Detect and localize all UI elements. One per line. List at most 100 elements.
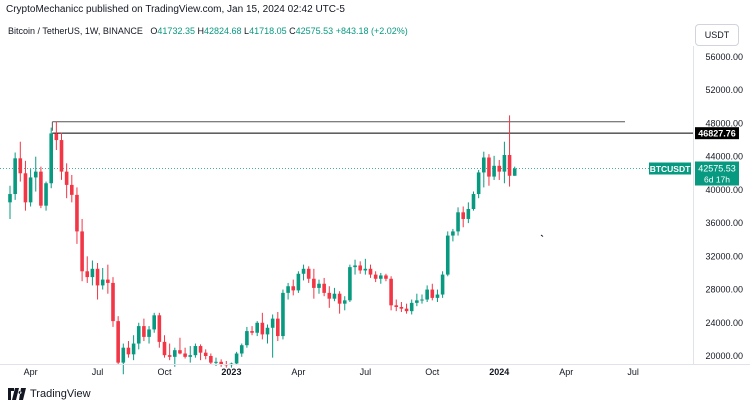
footer-brand[interactable]: TradingView xyxy=(8,388,91,400)
candle-body xyxy=(245,331,249,346)
x-tick-label: 2024 xyxy=(489,367,509,377)
candle-body xyxy=(409,302,414,312)
candle-body xyxy=(173,350,177,357)
x-tick-label: Jul xyxy=(627,367,639,377)
candle-body xyxy=(121,347,126,363)
candle-body xyxy=(64,171,69,185)
candle-body xyxy=(255,322,259,333)
candle-body xyxy=(188,355,193,357)
currency-button[interactable]: USDT xyxy=(695,24,739,46)
candle-body xyxy=(126,347,131,355)
candle-body xyxy=(286,286,290,293)
y-tick-label: 28000.00 xyxy=(705,285,743,295)
candle-body xyxy=(296,273,301,291)
chart-marker xyxy=(540,234,544,237)
candle-body xyxy=(322,283,326,293)
candle-body xyxy=(260,322,265,335)
candle-body xyxy=(250,331,254,333)
tradingview-logo-icon xyxy=(8,388,26,400)
x-tick-label: Apr xyxy=(291,367,305,377)
high-label: H xyxy=(197,26,204,36)
candle-body xyxy=(425,289,429,300)
y-tick-label: 36000.00 xyxy=(705,218,743,228)
candle-body xyxy=(497,165,502,172)
open-value: 41732.35 xyxy=(157,26,195,36)
x-tick-label: Jul xyxy=(92,367,104,377)
candle-body xyxy=(353,265,357,268)
candle-body xyxy=(466,208,471,219)
candle-body xyxy=(75,194,79,232)
y-tick-label: 32000.00 xyxy=(705,251,743,261)
y-tick-label: 24000.00 xyxy=(705,318,743,328)
y-tick-label: 48000.00 xyxy=(705,118,743,128)
level-tag-bg xyxy=(695,127,739,140)
candle-body xyxy=(301,268,306,274)
candle-body xyxy=(131,343,136,355)
candle-body xyxy=(430,289,435,298)
candle-body xyxy=(178,350,182,354)
candle-body xyxy=(440,274,445,295)
candle-body xyxy=(147,329,151,337)
x-tick-label: Apr xyxy=(559,367,573,377)
candle-body xyxy=(8,194,12,203)
candle-body xyxy=(39,171,43,206)
price-tag-countdown: 6d 17h xyxy=(704,174,730,184)
candle-body xyxy=(312,278,316,288)
close-label: C xyxy=(289,26,296,36)
publish-header: CryptoMechanicc published on TradingView… xyxy=(6,4,345,15)
x-tick-label: Oct xyxy=(425,367,440,377)
candle-body xyxy=(209,356,213,363)
candle-body xyxy=(136,326,141,344)
low-label: L xyxy=(244,26,250,36)
candle-body xyxy=(342,300,347,304)
candle-body xyxy=(394,305,399,307)
y-tick-label: 40000.00 xyxy=(705,185,743,195)
footer-brand-label: TradingView xyxy=(30,388,91,400)
candle-body xyxy=(482,157,486,173)
candle-body xyxy=(327,292,332,299)
candle-body xyxy=(54,133,59,141)
candle-body xyxy=(317,283,321,288)
candle-body xyxy=(167,355,172,357)
open-label: O xyxy=(150,26,158,36)
candle-body xyxy=(239,345,244,354)
candle-body xyxy=(28,177,33,203)
price-tag-value: 42575.53 xyxy=(698,163,736,173)
candle-body xyxy=(49,133,53,184)
candle-body xyxy=(111,282,115,322)
candle-body xyxy=(399,306,404,309)
candle-body xyxy=(33,171,38,178)
close-value: 42575.53 xyxy=(295,26,334,36)
candle-body xyxy=(13,158,17,195)
y-tick-label: 44000.00 xyxy=(705,152,743,162)
candle-body xyxy=(492,165,496,177)
candle-body xyxy=(95,268,100,286)
symbol-legend: Bitcoin / TetherUS, 1W, BINANCE O41732.3… xyxy=(8,26,408,36)
x-tick-label: Oct xyxy=(157,367,172,377)
candle-body xyxy=(476,172,481,195)
candle-body xyxy=(332,293,337,299)
x-tick-label: Apr xyxy=(24,367,38,377)
candle-body xyxy=(59,140,64,172)
candle-body xyxy=(358,265,362,271)
candle-body xyxy=(265,327,270,335)
candle-body xyxy=(415,300,419,303)
symbol-title[interactable]: Bitcoin / TetherUS, 1W, BINANCE xyxy=(8,26,143,36)
candle-body xyxy=(70,184,74,195)
level-tag-label: 46827.76 xyxy=(698,129,736,139)
change-value: +843.18 (+2.02%) xyxy=(335,26,408,36)
symbol-tag-bg xyxy=(649,162,691,175)
candle-body xyxy=(363,268,368,271)
candle-body xyxy=(116,321,120,363)
candle-body xyxy=(90,268,95,278)
y-tick-label: 52000.00 xyxy=(705,85,743,95)
time-axis-divider xyxy=(0,364,750,365)
symbol-tag-label: BTCUSDT xyxy=(650,164,691,174)
candle-body xyxy=(203,352,208,356)
x-tick-label: 2023 xyxy=(221,367,241,377)
candle-body xyxy=(306,268,311,279)
candle-body xyxy=(44,183,48,206)
candle-body xyxy=(281,292,285,337)
candle-body xyxy=(487,157,491,177)
